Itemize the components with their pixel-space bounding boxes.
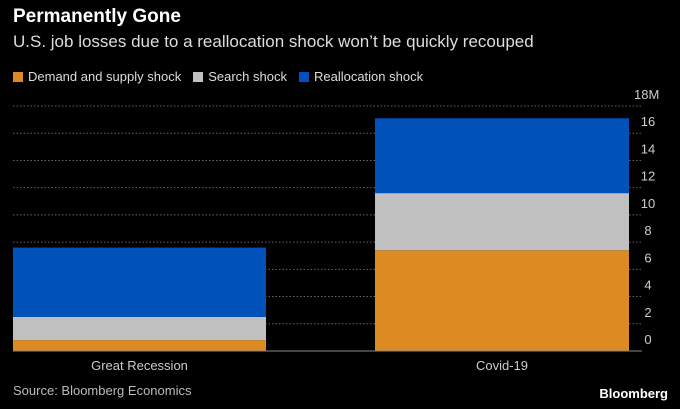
legend-item: Demand and supply shock [13, 69, 181, 84]
y-tick-label: 18M [634, 87, 659, 102]
legend-swatch [13, 71, 23, 82]
x-tick-label: Covid-19 [476, 358, 528, 373]
y-tick-label: 10 [641, 196, 655, 211]
bloomberg-logo: Bloomberg [599, 386, 668, 401]
y-tick-label: 16 [641, 114, 655, 129]
y-tick-label: 2 [644, 305, 651, 320]
y-tick-label: 8 [644, 223, 651, 238]
y-tick-label: 0 [644, 332, 651, 347]
bar-segment [375, 193, 629, 251]
chart-subtitle: U.S. job losses due to a reallocation sh… [13, 32, 534, 51]
legend-label: Reallocation shock [313, 69, 424, 84]
y-tick-label: 12 [641, 169, 655, 184]
y-tick-label: 6 [644, 250, 651, 265]
legend-swatch [298, 71, 309, 82]
legend-item: Search shock [193, 69, 287, 84]
legend-label: Search shock [208, 69, 287, 84]
legend-label: Demand and supply shock [28, 69, 182, 84]
chart-title: Permanently Gone [13, 6, 181, 27]
bar-segment [13, 340, 266, 351]
y-tick-label: 14 [641, 141, 655, 156]
legend: Demand and supply shock Search shock Reall… [13, 69, 423, 84]
y-tick-label: 4 [644, 278, 651, 293]
bar-segment [13, 316, 266, 341]
bar-segment [13, 247, 266, 317]
legend-swatch [193, 71, 204, 82]
bar-segment [375, 118, 629, 194]
source-note: Source: Bloomberg Economics [13, 383, 192, 398]
legend-item: Reallocation shock [298, 69, 424, 84]
x-tick-label: Great Recession [91, 358, 188, 373]
bar-segment [375, 250, 629, 351]
